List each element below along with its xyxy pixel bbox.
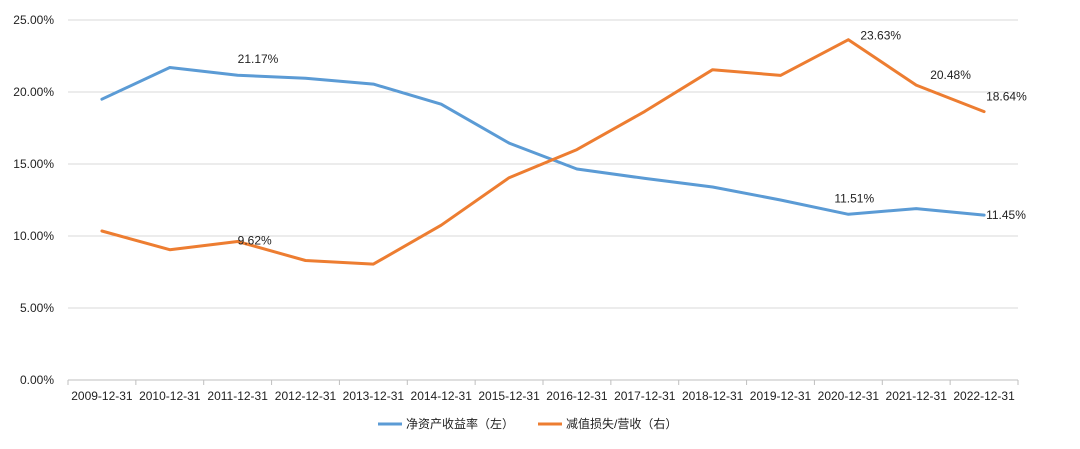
data-label: 11.51% [834,191,874,205]
x-tick-label: 2021-12-31 [886,389,948,403]
y-tick-label: 10.00% [13,229,54,243]
legend-label: 减值损失/营收（右） [566,416,677,431]
x-tick-label: 2016-12-31 [546,389,608,403]
data-label: 9.62% [238,233,272,247]
y-axis-ticks: 25.00% 20.00% 15.00% 10.00% 5.00% 0.00% [13,13,54,387]
data-label: 18.64% [986,90,1027,104]
data-label: 21.17% [238,52,279,66]
x-tick-label: 2022-12-31 [953,389,1015,403]
x-tick-label: 2014-12-31 [411,389,473,403]
x-tick-label: 2010-12-31 [139,389,201,403]
x-tick-label: 2012-12-31 [275,389,337,403]
y-tick-label: 25.00% [13,13,54,27]
data-label: 23.63% [860,29,901,43]
x-tick-label: 2017-12-31 [614,389,676,403]
x-tick-label: 2020-12-31 [818,389,880,403]
series-lines [102,40,984,265]
x-tick-label: 2013-12-31 [343,389,405,403]
x-tick-label: 2011-12-31 [207,389,268,403]
y-tick-label: 15.00% [13,157,54,171]
x-tick-label: 2018-12-31 [682,389,744,403]
data-labels: 21.17% 11.51% 11.45% 9.62% 23.63% 20.48% 18.64… [238,29,1027,248]
x-tick-label: 2015-12-31 [478,389,540,403]
legend-label: 净资产收益率（左） [406,416,514,431]
x-axis: 2009-12-31 2010-12-31 2011-12-31 2012-12-31… [68,380,1018,403]
x-tick-label: 2009-12-31 [71,389,133,403]
x-tick-label: 2019-12-31 [750,389,812,403]
y-tick-label: 0.00% [20,373,54,387]
y-tick-label: 5.00% [20,301,54,315]
y-tick-label: 20.00% [13,85,54,99]
data-label: 11.45% [986,208,1026,222]
data-label: 20.48% [930,68,971,82]
legend: 净资产收益率（左） 减值损失/营收（右） [378,416,677,431]
